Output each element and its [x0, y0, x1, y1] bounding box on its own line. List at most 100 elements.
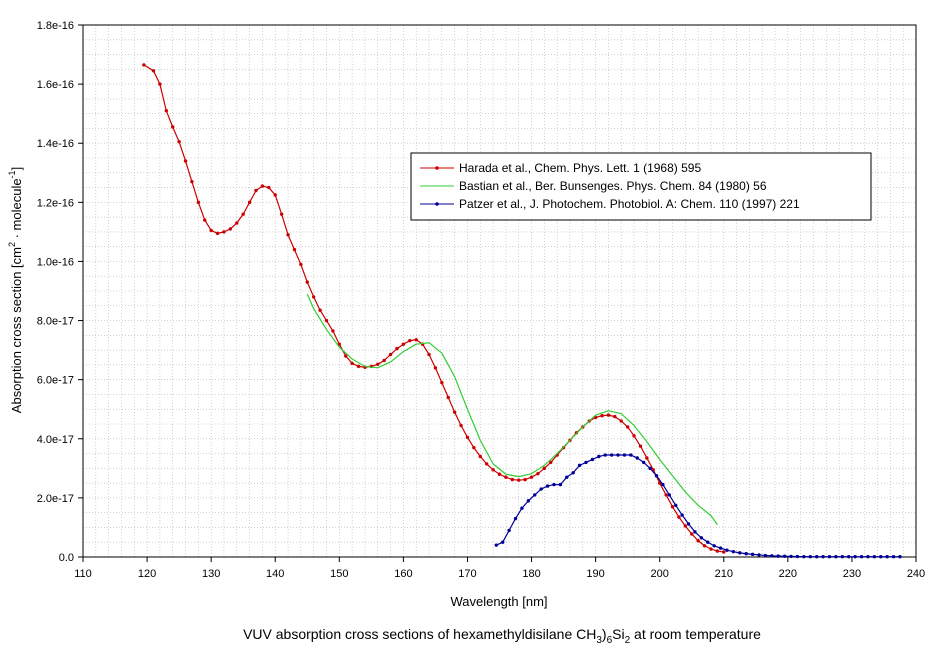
data-point-harada [344, 354, 348, 358]
data-point-harada [645, 456, 649, 460]
caption-prefix: VUV absorption cross sections of hexamet… [243, 626, 596, 642]
data-point-patzer [712, 544, 716, 548]
data-point-harada [452, 410, 457, 414]
data-point-harada [158, 82, 162, 86]
data-point-harada [696, 539, 700, 543]
y-tick-label: 1.8e-16 [37, 20, 74, 32]
data-point-harada [702, 544, 707, 548]
data-point-patzer [686, 522, 691, 526]
data-point-patzer [814, 555, 819, 559]
data-point-patzer [661, 482, 665, 487]
data-point-harada [241, 212, 245, 216]
data-point-patzer [667, 493, 672, 497]
data-point-patzer [603, 453, 607, 457]
x-axis-title: Wavelength [nm] [450, 594, 547, 609]
data-point-harada [203, 218, 207, 222]
data-point-harada [459, 423, 463, 428]
data-point-harada [722, 550, 726, 554]
data-point-patzer [680, 513, 684, 517]
data-point-patzer [565, 475, 569, 479]
data-point-harada [497, 472, 502, 476]
x-tick-label: 140 [266, 568, 284, 580]
x-tick-label: 220 [779, 568, 797, 580]
x-tick-label: 230 [843, 568, 861, 580]
data-point-harada [440, 380, 444, 385]
data-point-harada [286, 233, 290, 237]
data-point-patzer [520, 506, 524, 510]
data-point-harada [401, 342, 406, 346]
y-axis-title-sup2: -1 [7, 170, 17, 178]
series-harada [142, 63, 726, 554]
y-tick-label: 1.0e-16 [37, 256, 74, 268]
data-point-harada [292, 247, 297, 252]
data-point-harada [632, 434, 636, 438]
y-tick-label: 4.0e-17 [37, 434, 74, 446]
legend: Harada et al., Chem. Phys. Lett. 1 (1968… [410, 152, 872, 221]
x-tick-label: 120 [138, 568, 156, 580]
data-point-patzer [840, 555, 845, 559]
data-point-harada [305, 280, 309, 284]
caption-mid1: ) [602, 626, 607, 642]
data-point-harada [408, 338, 412, 343]
data-point-patzer [731, 549, 736, 554]
data-point-harada [709, 547, 713, 551]
data-point-patzer [622, 453, 627, 457]
x-tick-label: 240 [907, 568, 925, 580]
data-point-harada [196, 200, 201, 205]
data-point-patzer [648, 466, 652, 471]
data-point-patzer [577, 463, 582, 468]
data-point-harada [254, 188, 258, 193]
data-point-harada [683, 524, 688, 528]
legend-label-patzer: Patzer et al., J. Photochem. Photobiol. … [459, 197, 800, 211]
plot-frame [82, 24, 917, 558]
data-point-harada [356, 364, 361, 369]
data-point-patzer [545, 484, 550, 488]
data-point-harada [190, 179, 194, 184]
data-point-patzer [533, 493, 537, 497]
data-point-patzer [597, 454, 601, 459]
data-point-harada [177, 140, 181, 144]
data-point-patzer [866, 555, 870, 559]
data-point-patzer [654, 474, 659, 478]
data-point-patzer [513, 516, 518, 521]
data-point-harada [279, 212, 284, 216]
y-tick-label: 6.0e-17 [37, 375, 74, 387]
data-point-patzer [770, 554, 774, 558]
data-point-patzer [584, 460, 588, 465]
data-point-harada [472, 445, 476, 450]
data-point-patzer [641, 460, 646, 465]
data-point-patzer [539, 487, 543, 491]
data-point-harada [209, 228, 213, 233]
y-tick-label: 8.0e-17 [37, 316, 74, 328]
data-point-patzer [674, 503, 678, 507]
data-point-harada [215, 231, 220, 236]
data-point-harada [638, 444, 643, 448]
data-point-harada [517, 478, 521, 482]
data-point-harada [235, 221, 239, 225]
data-point-harada [331, 329, 335, 333]
series-patzer [494, 453, 902, 559]
data-point-harada [613, 414, 617, 419]
y-axis-title: Absorption cross section [cm2 · molecule… [7, 167, 24, 413]
data-point-patzer [718, 546, 723, 550]
data-point-patzer [725, 548, 729, 552]
data-point-harada [260, 184, 265, 188]
y-axis-title-part3: ] [9, 167, 24, 171]
data-point-harada [267, 185, 271, 190]
data-point-patzer [898, 555, 902, 559]
data-point-harada [677, 515, 681, 519]
data-point-harada [510, 477, 515, 482]
data-point-harada [491, 468, 495, 472]
data-point-patzer [872, 555, 877, 559]
legend-label-bastian: Bastian et al., Ber. Bunsenges. Phys. Ch… [459, 179, 767, 193]
y-tick-label: 2.0e-17 [37, 493, 74, 505]
y-tick-label: 1.4e-16 [37, 138, 74, 150]
legend-label-harada: Harada et al., Chem. Phys. Lett. 1 (1968… [459, 161, 701, 175]
legend-marker-harada [435, 166, 439, 170]
data-point-patzer [859, 555, 864, 559]
data-point-harada [427, 352, 431, 357]
data-point-patzer [571, 471, 575, 475]
data-point-patzer [590, 457, 595, 462]
series-line-patzer [496, 454, 900, 558]
